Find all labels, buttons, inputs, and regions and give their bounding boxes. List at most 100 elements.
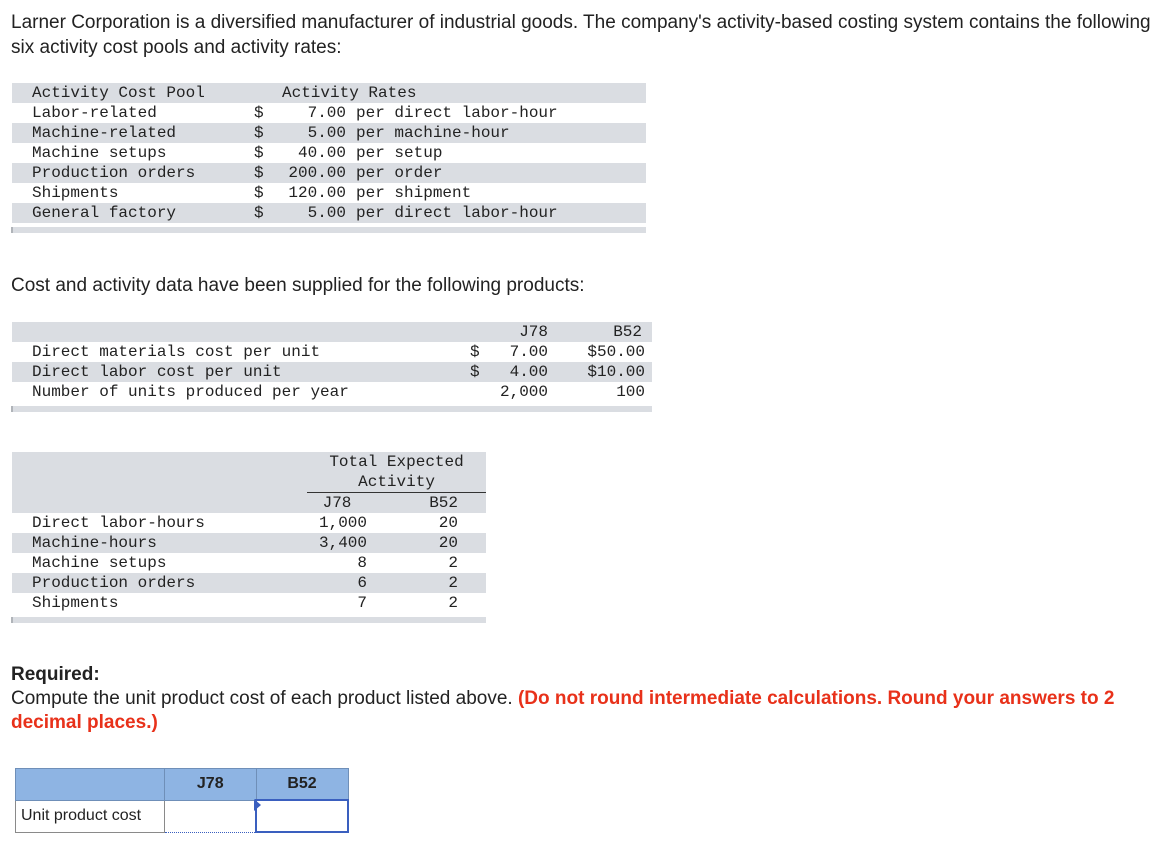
activity-row: General factory $ 5.00 per direct labor-… xyxy=(12,203,647,223)
b52-value: 100 xyxy=(548,382,645,402)
product-header-row: J78 B52 xyxy=(12,322,652,342)
product-row-label: Direct materials cost per unit xyxy=(32,342,470,362)
b52-unit-cost-input[interactable] xyxy=(257,801,347,831)
activity-rates-table: Activity Cost Pool Activity Rates Labor-… xyxy=(10,83,647,233)
required-section: Required: Compute the unit product cost … xyxy=(11,663,1131,735)
b52-column-header: B52 xyxy=(548,322,645,342)
expected-header-row: Total Expected xyxy=(12,452,487,472)
j78-column-header: J78 xyxy=(492,322,548,342)
activity-rate-amount: 5.00 xyxy=(282,203,346,223)
expected-header-row: Activity xyxy=(12,472,487,493)
total-expected-header: Total Expected xyxy=(307,452,487,472)
j78-value: 7 xyxy=(307,593,367,613)
activity-rate-basis: per shipment xyxy=(346,183,647,203)
b52-value: $50.00 xyxy=(548,342,645,362)
j78-value: 7.00 xyxy=(492,342,548,362)
expected-row-label: Shipments xyxy=(32,593,307,613)
currency-symbol: $ xyxy=(470,342,492,362)
b52-value: 20 xyxy=(403,533,458,553)
b52-answer-header: B52 xyxy=(255,768,349,801)
currency-symbol: $ xyxy=(254,183,282,203)
activity-rate-amount: 200.00 xyxy=(282,163,346,183)
table-footer-bar xyxy=(10,227,647,233)
j78-column-header: J78 xyxy=(307,492,367,513)
currency-symbol: $ xyxy=(254,123,282,143)
required-instructions: Compute the unit product cost of each pr… xyxy=(11,687,1131,735)
activity-pool-name: Machine setups xyxy=(32,143,254,163)
product-row: Direct labor cost per unit $ 4.00 $10.00 xyxy=(12,362,652,382)
b52-value: 20 xyxy=(403,513,458,533)
b52-value: 2 xyxy=(403,573,458,593)
currency-symbol xyxy=(470,382,492,402)
required-title: Required: xyxy=(11,664,100,685)
activity-rate-basis: per direct labor-hour xyxy=(346,203,647,223)
j78-value: 2,000 xyxy=(492,382,548,402)
table-footer-bar xyxy=(10,617,487,623)
activity-rates-header: Activity Rates xyxy=(282,83,647,103)
activity-pool-name: General factory xyxy=(32,203,254,223)
activity-header-row: Activity Cost Pool Activity Rates xyxy=(12,83,647,103)
table-footer-bar xyxy=(11,406,652,412)
activity-rate-basis: per direct labor-hour xyxy=(346,103,647,123)
activity-cost-pool-header: Activity Cost Pool xyxy=(32,83,254,103)
answer-table: J78 B52 Unit product cost xyxy=(15,768,349,833)
b52-value: 2 xyxy=(403,553,458,573)
b52-value: 2 xyxy=(403,593,458,613)
expected-row-label: Direct labor-hours xyxy=(32,513,307,533)
expected-activity-table: Total Expected Activity J78 B52 Direct l… xyxy=(10,452,487,623)
product-row: Number of units produced per year 2,000 … xyxy=(12,382,652,402)
activity-pool-name: Shipments xyxy=(32,183,254,203)
activity-rate-basis: per machine-hour xyxy=(346,123,647,143)
expected-row-label: Machine setups xyxy=(32,553,307,573)
activity-pool-name: Machine-related xyxy=(32,123,254,143)
j78-value: 4.00 xyxy=(492,362,548,382)
j78-answer-cell[interactable] xyxy=(164,799,257,833)
activity-row: Machine setups $ 40.00 per setup xyxy=(12,143,647,163)
expected-row-label: Machine-hours xyxy=(32,533,307,553)
rounding-note: (Do not round intermediate calculations.… xyxy=(11,688,1115,733)
product-row: Direct materials cost per unit $ 7.00 $5… xyxy=(12,342,652,362)
activity-row: Labor-related $ 7.00 per direct labor-ho… xyxy=(12,103,647,123)
activity-rate-amount: 5.00 xyxy=(282,123,346,143)
j78-value: 8 xyxy=(307,553,367,573)
activity-row: Shipments $ 120.00 per shipment xyxy=(12,183,647,203)
currency-symbol: $ xyxy=(470,362,492,382)
b52-value: $10.00 xyxy=(548,362,645,382)
j78-value: 3,400 xyxy=(307,533,367,553)
currency-symbol: $ xyxy=(254,203,282,223)
activity-rate-amount: 40.00 xyxy=(282,143,346,163)
j78-answer-header: J78 xyxy=(164,768,257,801)
activity-pool-name: Labor-related xyxy=(32,103,254,123)
expected-row: Production orders 6 2 xyxy=(12,573,487,593)
j78-value: 6 xyxy=(307,573,367,593)
b52-column-header: B52 xyxy=(403,492,458,513)
expected-row: Direct labor-hours 1,000 20 xyxy=(12,513,487,533)
answer-header-blank xyxy=(15,768,165,801)
j78-unit-cost-input[interactable] xyxy=(165,800,255,832)
answer-header-row: J78 B52 xyxy=(15,768,349,801)
expected-row: Machine setups 8 2 xyxy=(12,553,487,573)
currency-symbol: $ xyxy=(254,103,282,123)
expected-row: Machine-hours 3,400 20 xyxy=(12,533,487,553)
intro-paragraph: Larner Corporation is a diversified manu… xyxy=(11,12,1151,58)
activity-header: Activity xyxy=(307,472,487,493)
activity-row: Machine-related $ 5.00 per machine-hour xyxy=(12,123,647,143)
b52-answer-cell[interactable] xyxy=(254,799,349,833)
answer-row: Unit product cost xyxy=(15,799,349,833)
expected-row: Shipments 7 2 xyxy=(12,593,487,613)
expected-subheader-row: J78 B52 xyxy=(12,492,487,513)
unit-product-cost-label: Unit product cost xyxy=(15,799,165,833)
j78-value: 1,000 xyxy=(307,513,367,533)
currency-symbol: $ xyxy=(254,143,282,163)
activity-row: Production orders $ 200.00 per order xyxy=(12,163,647,183)
product-row-label: Direct labor cost per unit xyxy=(32,362,470,382)
activity-rate-basis: per order xyxy=(346,163,647,183)
expected-row-label: Production orders xyxy=(32,573,307,593)
activity-pool-name: Production orders xyxy=(32,163,254,183)
product-row-label: Number of units produced per year xyxy=(32,382,470,402)
active-cell-arrow-icon xyxy=(254,799,261,811)
activity-rate-amount: 120.00 xyxy=(282,183,346,203)
activity-rate-amount: 7.00 xyxy=(282,103,346,123)
product-cost-table: J78 B52 Direct materials cost per unit $… xyxy=(11,322,652,412)
activity-rate-basis: per setup xyxy=(346,143,647,163)
